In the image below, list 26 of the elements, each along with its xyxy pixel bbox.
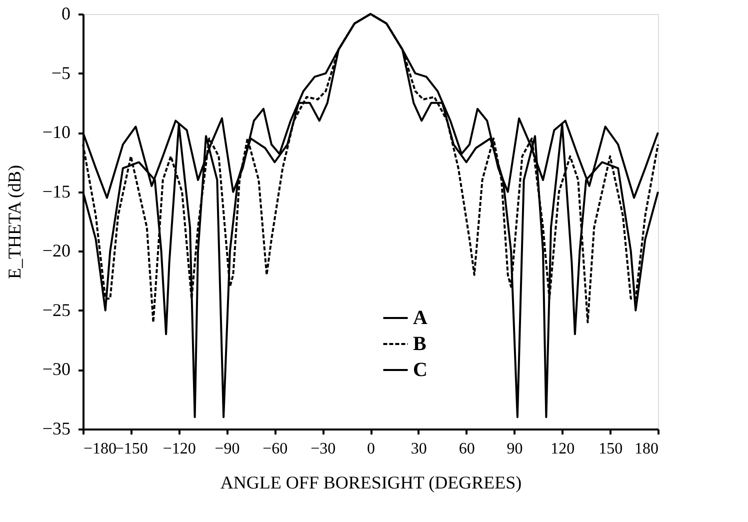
y-tick-label: −5 <box>51 62 70 83</box>
legend-label: A <box>413 307 428 329</box>
legend-label: C <box>413 359 428 381</box>
y-tick-label: 0 <box>62 4 70 24</box>
x-tick-label: −180 <box>84 440 117 458</box>
x-tick-label: 60 <box>458 440 475 458</box>
y-tick-label: −10 <box>42 122 70 142</box>
x-tick-label: 90 <box>506 440 523 458</box>
y-tick-label: −15 <box>42 181 70 202</box>
x-tick-label: 180 <box>634 440 658 458</box>
y-tick-label: −30 <box>42 359 70 380</box>
x-tick-label: 150 <box>598 440 623 458</box>
x-tick-label: −30 <box>310 440 336 458</box>
legend-label: B <box>413 333 426 355</box>
x-tick-label: 30 <box>410 440 427 458</box>
y-axis-title: E_THETA (dB) <box>4 164 24 280</box>
x-tick-label: −120 <box>162 440 196 458</box>
x-tick-label: −60 <box>262 440 288 458</box>
x-axis-title: ANGLE OFF BORESIGHT (DEGREES) <box>220 472 522 492</box>
x-tick-label: −90 <box>214 440 240 458</box>
y-tick-label: −35 <box>42 418 70 438</box>
y-tick-label: −25 <box>42 300 70 320</box>
x-tick-label: −150 <box>114 440 148 458</box>
x-tick-label: 0 <box>367 440 375 458</box>
y-tick-label: −20 <box>42 240 70 261</box>
x-tick-label: 120 <box>550 440 575 458</box>
